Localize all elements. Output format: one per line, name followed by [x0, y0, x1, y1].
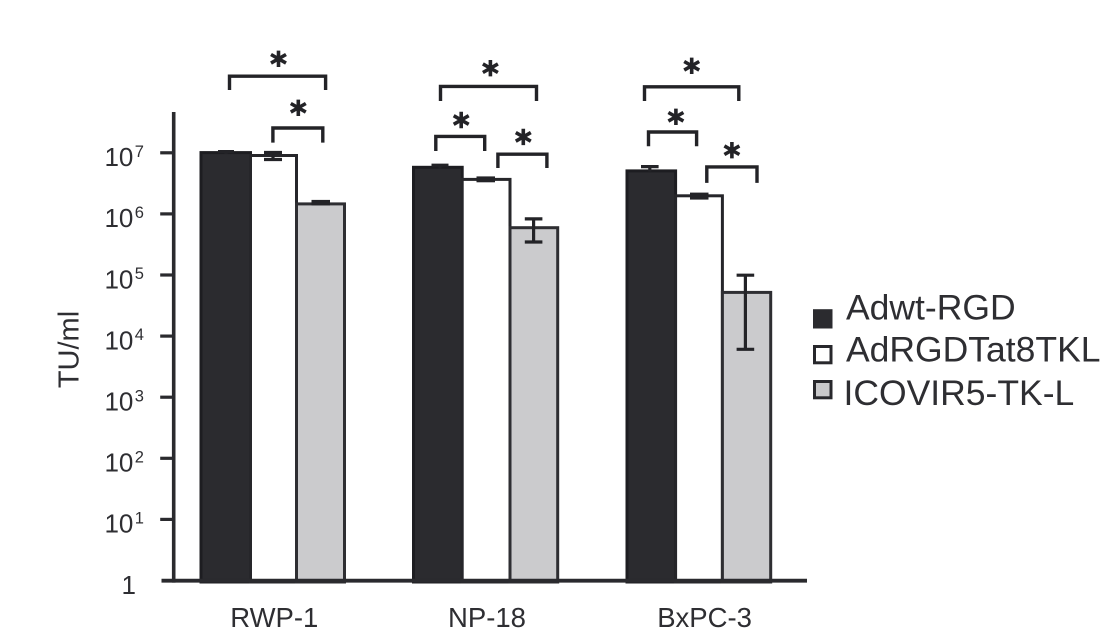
svg-text:BxPC-3: BxPC-3	[657, 602, 752, 633]
svg-text:10: 10	[104, 509, 133, 539]
svg-text:ICOVIR5-TK-L: ICOVIR5-TK-L	[844, 373, 1075, 413]
svg-text:6: 6	[135, 204, 144, 222]
svg-text:10: 10	[104, 325, 133, 355]
svg-text:AdRGDTat8TKL: AdRGDTat8TKL	[846, 330, 1101, 370]
svg-text:3: 3	[135, 387, 144, 405]
svg-text:TU/ml: TU/ml	[54, 311, 86, 388]
svg-text:5: 5	[135, 265, 144, 283]
svg-text:Adwt-RGD: Adwt-RGD	[846, 288, 1016, 328]
svg-text:1: 1	[122, 570, 136, 600]
svg-text:2: 2	[135, 448, 144, 466]
svg-text:1: 1	[135, 510, 144, 528]
svg-text:10: 10	[104, 203, 133, 233]
svg-text:NP-18: NP-18	[448, 602, 526, 633]
svg-text:RWP-1: RWP-1	[230, 602, 318, 633]
svg-text:10: 10	[104, 142, 133, 172]
svg-text:10: 10	[104, 387, 133, 417]
svg-text:10: 10	[104, 264, 133, 294]
svg-text:4: 4	[135, 326, 144, 344]
svg-text:10: 10	[104, 448, 133, 478]
svg-text:7: 7	[135, 143, 144, 161]
